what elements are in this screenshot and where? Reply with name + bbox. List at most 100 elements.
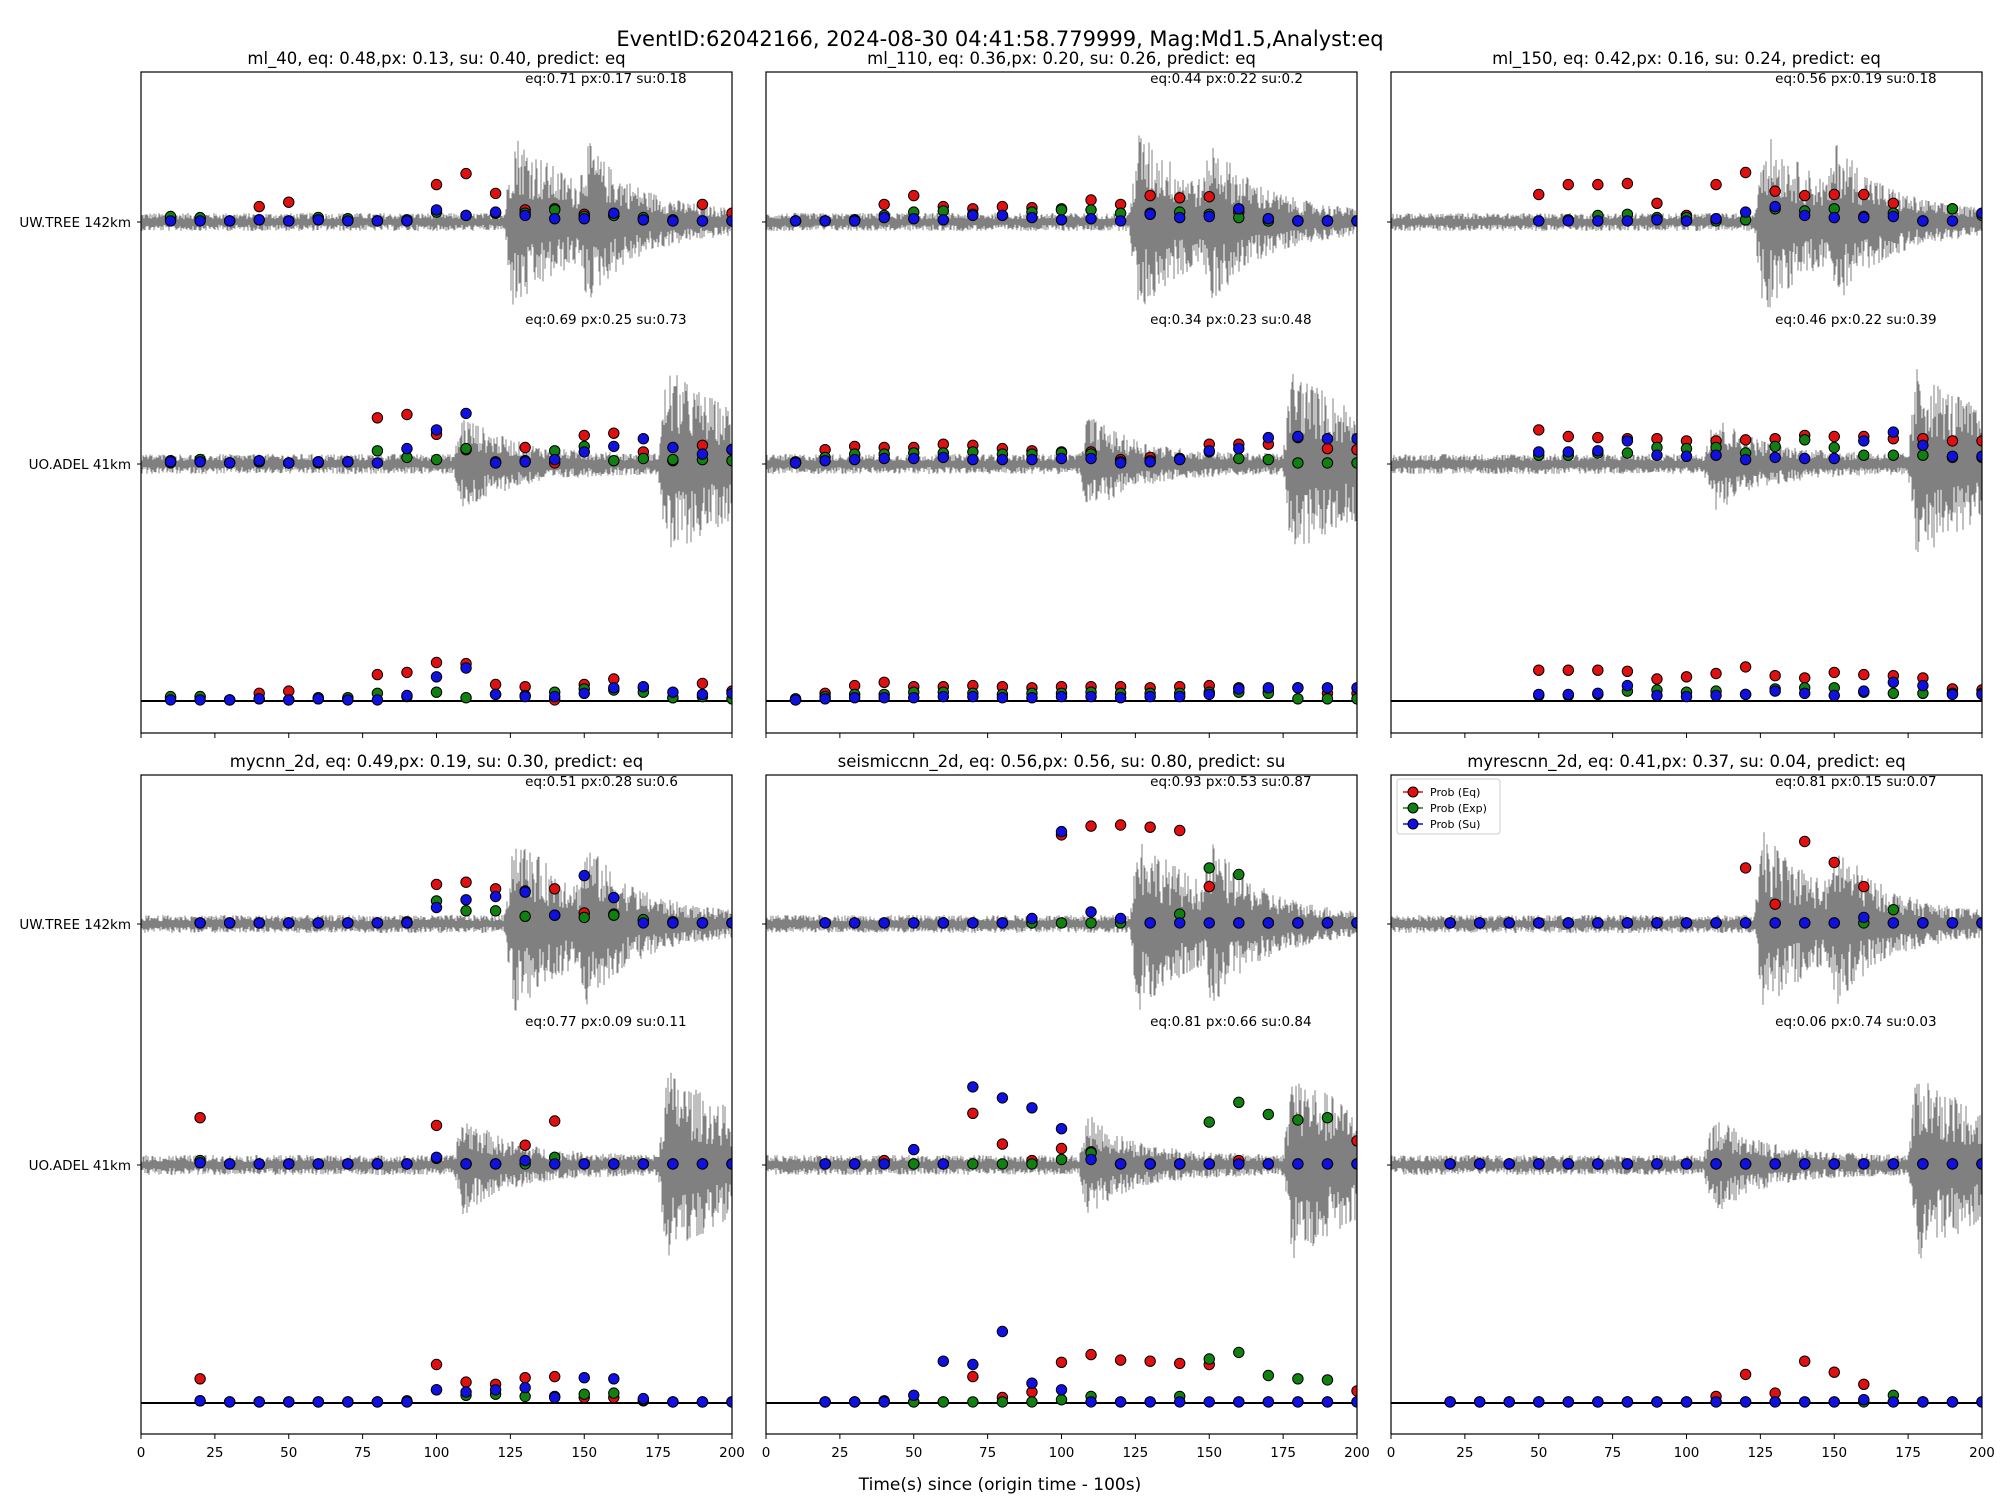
point-su <box>164 456 177 468</box>
point-su <box>194 215 206 227</box>
point-su <box>878 917 890 929</box>
point-su <box>1262 917 1275 929</box>
point-su <box>1799 687 1811 699</box>
point-su <box>1739 453 1752 466</box>
point-su <box>1769 1396 1781 1408</box>
point-su <box>1562 215 1575 227</box>
point-su <box>253 455 265 467</box>
point-su <box>578 213 590 225</box>
station-summary: eq:0.06 px:0.74 su:0.03 <box>1775 1014 1936 1030</box>
point-su <box>1233 683 1245 695</box>
x-tick-label: 200 <box>719 1445 745 1461</box>
point-su <box>1917 439 1929 451</box>
point-su <box>1533 215 1545 227</box>
point-su <box>194 917 206 929</box>
x-tick-label: 75 <box>979 1445 996 1461</box>
point-su <box>937 690 949 703</box>
point-su <box>1203 1158 1215 1170</box>
point-px <box>637 452 650 465</box>
point-su <box>1562 1158 1575 1170</box>
point-su <box>489 688 502 701</box>
point-eq <box>460 1376 472 1388</box>
point-su <box>1503 917 1515 929</box>
station-summary: eq:0.81 px:0.66 su:0.84 <box>1150 1014 1311 1030</box>
point-su <box>1710 689 1722 702</box>
point-su <box>967 209 979 222</box>
point-su <box>1680 917 1693 929</box>
point-px <box>371 445 384 457</box>
point-su <box>1203 1396 1215 1408</box>
point-su <box>1444 1158 1456 1170</box>
point-eq <box>1739 1368 1752 1381</box>
panel-grid: ml_40, eq: 0.48,px: 0.13, su: 0.40, pred… <box>19 49 1995 1461</box>
x-tick-label: 0 <box>762 1445 771 1461</box>
point-eq <box>1739 661 1752 673</box>
point-eq <box>1710 178 1722 191</box>
point-su <box>608 1158 620 1170</box>
point-su <box>1292 682 1304 694</box>
station-label: UO.ADEL 41km <box>29 457 131 473</box>
point-su <box>1321 917 1334 929</box>
point-eq <box>1085 194 1097 206</box>
point-su <box>1114 912 1127 925</box>
point-su <box>1503 1396 1515 1408</box>
panel-4: mycnn_2d, eq: 0.49,px: 0.19, su: 0.30, p… <box>19 752 745 1461</box>
point-su <box>1858 685 1870 697</box>
station-summary: eq:0.69 px:0.25 su:0.73 <box>525 312 686 328</box>
point-eq <box>1055 1142 1068 1155</box>
point-su <box>1321 215 1334 227</box>
point-eq <box>1858 880 1870 893</box>
point-su <box>878 692 890 704</box>
point-eq <box>1203 880 1215 893</box>
point-eq <box>519 1139 531 1151</box>
point-su <box>1828 1396 1840 1408</box>
point-su <box>460 1158 472 1170</box>
x-tick-label: 0 <box>137 1445 146 1461</box>
point-su <box>908 692 920 704</box>
point-px <box>460 905 472 917</box>
point-su <box>1976 917 1982 929</box>
point-su <box>1651 1396 1663 1408</box>
point-su <box>1946 450 1959 462</box>
point-su <box>1887 426 1900 438</box>
point-eq <box>549 1370 561 1383</box>
x-tick-label: 25 <box>831 1445 848 1461</box>
station-summary: eq:0.93 px:0.53 su:0.87 <box>1150 774 1311 790</box>
point-su <box>430 1384 443 1396</box>
point-su <box>253 214 265 226</box>
point-su <box>908 452 920 465</box>
point-eq <box>1651 673 1663 685</box>
point-px <box>460 692 472 704</box>
panel-title: seismiccnn_2d, eq: 0.56,px: 0.56, su: 0.… <box>838 752 1286 772</box>
point-su <box>1085 213 1097 225</box>
point-su <box>489 1158 502 1170</box>
point-su <box>1769 1158 1781 1170</box>
point-su <box>1887 210 1900 223</box>
station-summary: eq:0.46 px:0.22 su:0.39 <box>1775 312 1936 328</box>
point-su <box>283 917 295 929</box>
point-su <box>996 209 1009 222</box>
point-px <box>1321 1112 1334 1124</box>
point-su <box>1174 1158 1186 1170</box>
point-su <box>401 442 413 455</box>
point-su <box>608 1373 620 1385</box>
point-su <box>1799 452 1811 465</box>
point-su <box>1946 1158 1959 1170</box>
point-px <box>1769 440 1781 453</box>
point-px <box>996 1396 1009 1408</box>
point-px <box>1292 457 1304 469</box>
point-su <box>253 693 265 705</box>
point-px <box>1292 693 1304 705</box>
point-su <box>1739 1396 1752 1408</box>
point-eq <box>371 412 384 424</box>
point-su <box>1680 215 1693 227</box>
point-su <box>1592 917 1604 929</box>
point-px <box>1026 1158 1038 1170</box>
point-su <box>519 209 531 222</box>
point-su <box>371 1396 384 1408</box>
point-su <box>937 917 949 929</box>
point-px <box>578 911 590 924</box>
point-su <box>371 1158 384 1170</box>
point-su <box>819 1396 831 1408</box>
point-px <box>667 453 679 466</box>
